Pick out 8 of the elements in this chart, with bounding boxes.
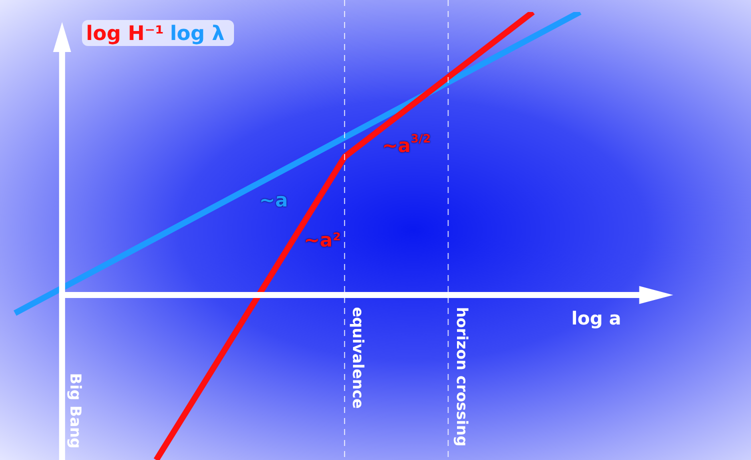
annotation: horizon crossing — [452, 307, 471, 446]
annotation: Big Bang — [66, 373, 85, 449]
text: log H⁻¹ — [86, 21, 164, 45]
annotation: equivalence — [349, 307, 368, 409]
text: log λ — [170, 21, 224, 45]
annotation: ~a — [259, 190, 288, 212]
x-axis-title: log a — [571, 308, 622, 330]
annotation: ~a² — [304, 230, 341, 252]
